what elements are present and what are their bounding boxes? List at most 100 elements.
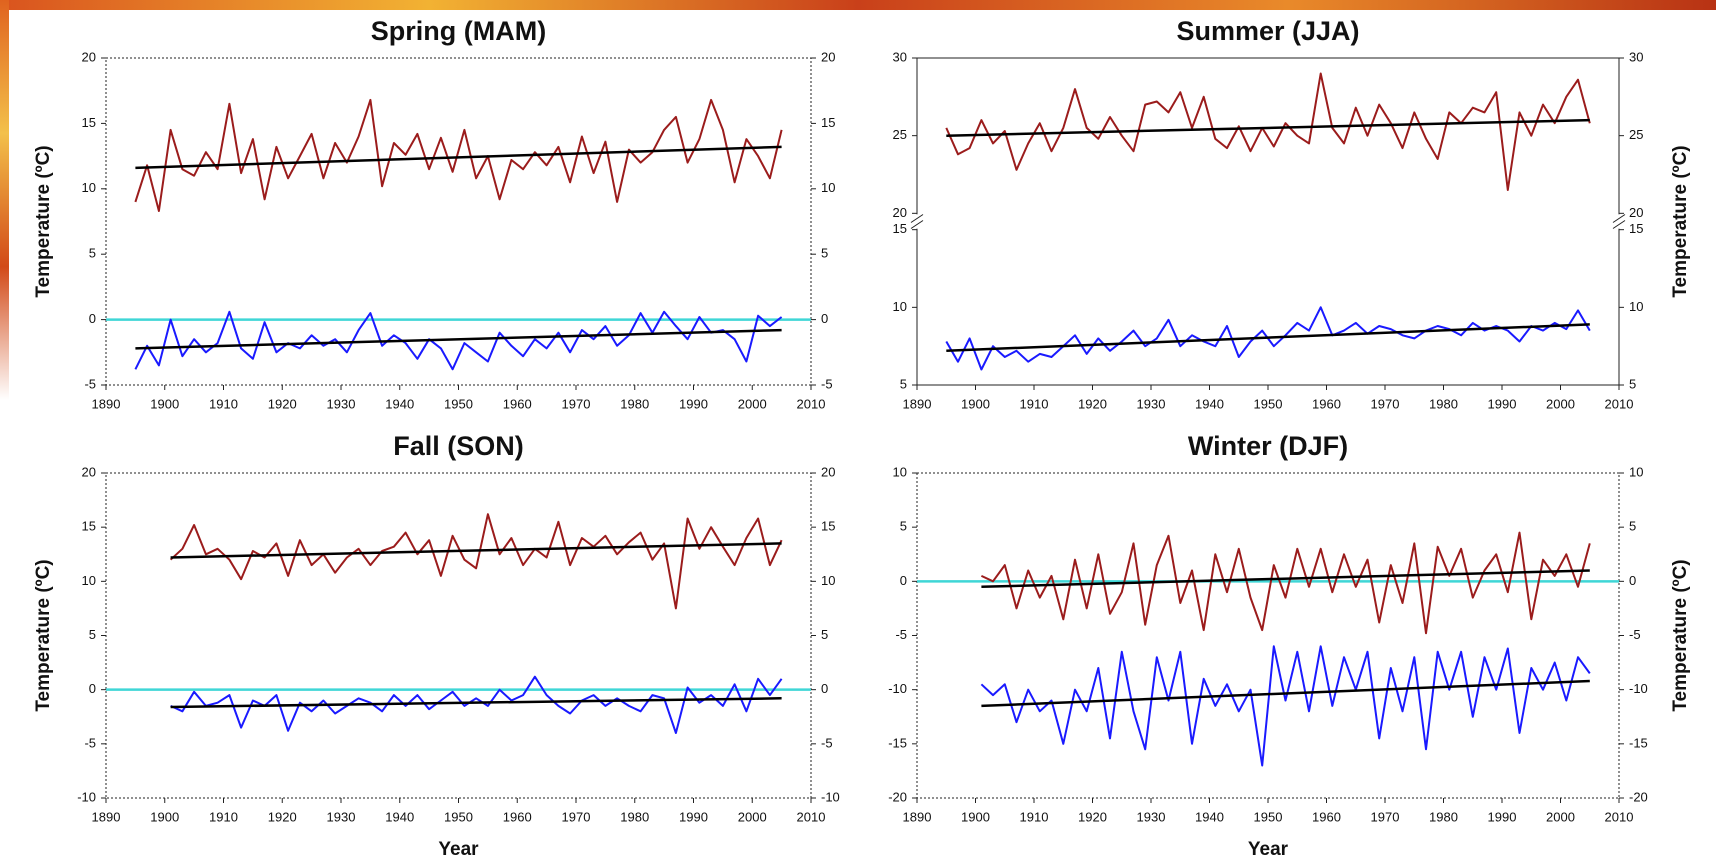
x-tick-label: 1920 (1078, 809, 1107, 824)
x-tick-label: 1950 (444, 396, 473, 411)
x-tick-label: 1900 (961, 809, 990, 824)
trend-line (170, 542, 782, 559)
trend-line (946, 323, 1590, 353)
y-tick-label: 10 (821, 573, 835, 588)
decoration (0, 0, 9, 400)
x-tick-label: 1910 (1020, 809, 1049, 824)
x-tick-label: 1910 (1020, 396, 1049, 411)
y-tick-label: -5 (821, 376, 833, 391)
y-tick-label: 0 (1629, 573, 1636, 588)
x-tick-label: 1940 (385, 396, 414, 411)
x-tick-label: 1900 (961, 396, 990, 411)
axis-break-gap (914, 214, 920, 229)
x-axis-label: Year (1248, 839, 1289, 860)
y-tick-label: 20 (1629, 205, 1643, 220)
x-tick-label: 1910 (209, 809, 238, 824)
y-tick-label: 0 (900, 573, 907, 588)
y-axis-label: Temperature (ºC) (33, 559, 54, 711)
axis-break-mark (910, 214, 924, 223)
x-tick-label: 1990 (679, 809, 708, 824)
y-tick-label: -5 (84, 735, 96, 750)
x-tick-label: 1950 (1254, 396, 1283, 411)
x-tick-label: 1980 (620, 809, 649, 824)
x-tick-label: 1960 (1312, 396, 1341, 411)
y-tick-label: -15 (888, 735, 907, 750)
data-line (169, 513, 783, 610)
trend-line (946, 118, 1590, 137)
y-tick-label: 0 (89, 311, 96, 326)
y-tick-label: -10 (821, 789, 840, 804)
x-tick-label: 1940 (1195, 396, 1224, 411)
y-tick-label: 10 (1629, 464, 1643, 479)
y-tick-label: 25 (893, 127, 907, 142)
y-tick-label: 5 (1629, 376, 1636, 391)
plot-frame (105, 472, 812, 799)
x-tick-label: 1920 (268, 809, 297, 824)
y-tick-label: 30 (1629, 49, 1643, 64)
x-tick-label: 1980 (620, 396, 649, 411)
y-tick-label: -20 (888, 789, 907, 804)
x-tick-label: 1930 (1137, 809, 1166, 824)
y-tick-label: 15 (893, 221, 907, 236)
data-line (945, 72, 1591, 191)
x-tick-label: 2010 (1605, 809, 1634, 824)
x-tick-label: 1940 (1195, 809, 1224, 824)
y-tick-label: 20 (82, 49, 96, 64)
x-tick-label: 1960 (503, 396, 532, 411)
y-tick-label: 0 (821, 681, 828, 696)
y-tick-label: -10 (1629, 681, 1648, 696)
y-tick-label: -5 (821, 735, 833, 750)
x-tick-label: 1990 (1488, 396, 1517, 411)
decoration (0, 0, 1716, 10)
x-tick-label: 1950 (1254, 809, 1283, 824)
x-tick-label: 1910 (209, 396, 238, 411)
x-tick-label: 1900 (150, 396, 179, 411)
y-tick-label: 5 (821, 627, 828, 642)
y-tick-label: 5 (89, 627, 96, 642)
y-tick-label: 10 (893, 299, 907, 314)
trend-line (981, 569, 1590, 589)
x-tick-label: 1890 (903, 809, 932, 824)
data-line (980, 645, 1591, 767)
x-tick-label: 1930 (327, 396, 356, 411)
x-tick-label: 1890 (92, 396, 121, 411)
y-tick-label: 15 (1629, 221, 1643, 236)
y-tick-label: 15 (82, 519, 96, 534)
y-tick-label: 10 (82, 180, 96, 195)
y-axis-label: Temperature (ºC) (1670, 145, 1691, 297)
y-tick-label: 20 (821, 464, 835, 479)
y-tick-label: 5 (900, 519, 907, 534)
chart-title: Summer (JJA) (1176, 16, 1359, 46)
y-tick-label: 0 (821, 311, 828, 326)
y-tick-label: 10 (82, 573, 96, 588)
x-tick-label: 1990 (1488, 809, 1517, 824)
y-tick-label: 5 (1629, 519, 1636, 534)
x-tick-label: 1950 (444, 809, 473, 824)
plot-frame (916, 472, 1620, 799)
x-tick-label: 2010 (797, 396, 826, 411)
axis-break-mark (1612, 220, 1626, 229)
data-line (980, 531, 1591, 635)
y-tick-label: -20 (1629, 789, 1648, 804)
x-tick-label: 2000 (1546, 396, 1575, 411)
y-tick-label: -5 (1629, 627, 1641, 642)
chart-title: Winter (DJF) (1188, 431, 1348, 461)
x-tick-label: 1960 (503, 809, 532, 824)
trend-line (170, 697, 782, 709)
x-tick-label: 2000 (738, 809, 767, 824)
trend-line (135, 328, 782, 350)
y-tick-label: 15 (821, 519, 835, 534)
y-tick-label: -5 (895, 627, 907, 642)
x-tick-label: 1980 (1429, 396, 1458, 411)
x-tick-label: 2000 (738, 396, 767, 411)
y-tick-label: 20 (893, 205, 907, 220)
y-tick-label: 20 (821, 49, 835, 64)
y-tick-label: 5 (821, 246, 828, 261)
y-tick-label: 10 (821, 180, 835, 195)
chart-title: Fall (SON) (393, 431, 524, 461)
y-tick-label: -5 (84, 376, 96, 391)
axis-break-mark (910, 220, 924, 229)
x-tick-label: 1920 (1078, 396, 1107, 411)
x-tick-label: 1890 (903, 396, 932, 411)
plot-frame (105, 57, 812, 386)
